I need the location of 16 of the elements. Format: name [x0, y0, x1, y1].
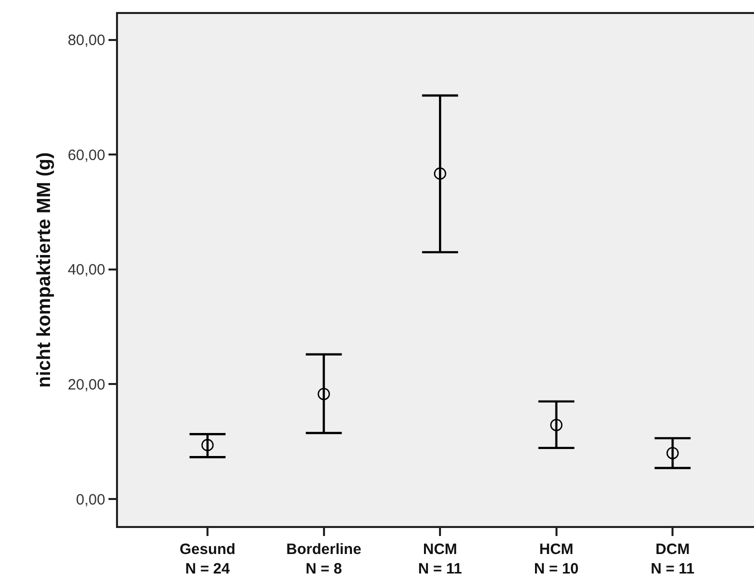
x-tick-label: Gesund N = 24 — [180, 540, 236, 578]
point — [201, 438, 214, 452]
x-tick-label: HCM N = 10 — [534, 540, 579, 578]
point — [550, 418, 562, 432]
x-tick-label: NCM N = 11 — [418, 540, 462, 578]
x-tick-label: Borderline N = 8 — [286, 540, 362, 578]
y-tick-label: 80,00 — [68, 32, 106, 50]
x-tick-label: DCM N = 11 — [650, 540, 695, 578]
y-tick-label: 20,00 — [68, 376, 106, 394]
y-axis-title: nicht kompaktierte MM (g) — [34, 152, 56, 388]
y-tick-label: 0,00 — [76, 491, 106, 508]
point — [434, 167, 446, 180]
point — [666, 446, 679, 460]
point — [318, 388, 330, 400]
y-tick-label: 60,00 — [68, 146, 106, 164]
y-tick-label: 40,00 — [68, 262, 106, 279]
